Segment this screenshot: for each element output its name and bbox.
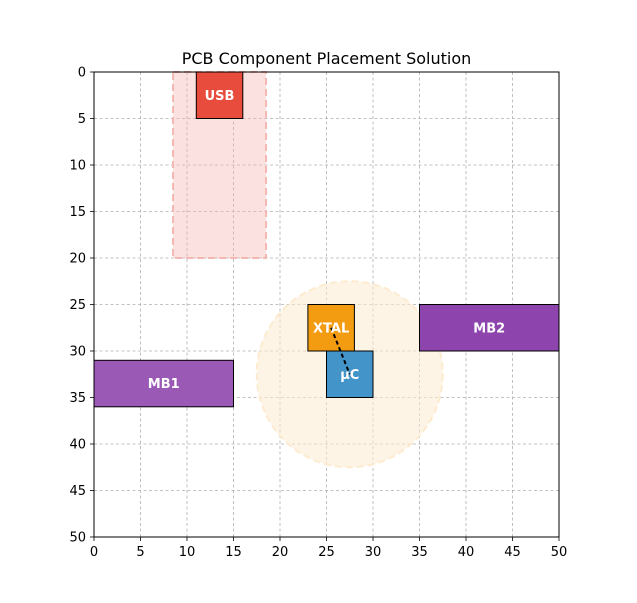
y-tick-label: 35 bbox=[69, 391, 86, 406]
component-label-mb1: MB1 bbox=[148, 377, 180, 392]
x-tick-label: 45 bbox=[504, 545, 521, 560]
x-tick-label: 25 bbox=[318, 545, 335, 560]
component-labels: USB XTAL μC MB1 MB2 bbox=[148, 89, 505, 392]
y-tick-label: 15 bbox=[69, 205, 86, 220]
component-label-xtal: XTAL bbox=[313, 321, 349, 336]
connection-xtal-uc bbox=[330, 327, 351, 375]
y-tick-label: 30 bbox=[69, 345, 86, 360]
y-tick-label: 25 bbox=[69, 298, 86, 313]
y-tick-label: 5 bbox=[78, 112, 86, 127]
chart-title: PCB Component Placement Solution bbox=[182, 49, 472, 68]
y-tick-label: 50 bbox=[69, 531, 86, 546]
y-tick-label: 10 bbox=[69, 159, 86, 174]
x-tick-label: 0 bbox=[90, 545, 98, 560]
x-tick-label: 40 bbox=[458, 545, 475, 560]
component-mb1 bbox=[93, 359, 234, 408]
component-label-mb2: MB2 bbox=[473, 321, 505, 336]
x-tick-label: 35 bbox=[411, 545, 428, 560]
x-tick-label: 30 bbox=[365, 545, 382, 560]
y-tick-label: 0 bbox=[78, 66, 86, 81]
y-tick-label: 20 bbox=[69, 252, 86, 267]
component-label-uc: μC bbox=[340, 368, 359, 383]
y-tick-label: 45 bbox=[69, 484, 86, 499]
component-mb2 bbox=[419, 304, 560, 352]
x-tick-label: 50 bbox=[551, 545, 568, 560]
component-usb bbox=[195, 71, 244, 119]
axis-ticks: 0 5 10 15 20 25 30 35 40 45 50 0 5 10 15 20 25 30 35 40 45 50 bbox=[69, 66, 567, 561]
x-tick-label: 5 bbox=[136, 545, 144, 560]
x-tick-label: 15 bbox=[225, 545, 242, 560]
y-tick-label: 40 bbox=[69, 438, 86, 453]
components bbox=[93, 71, 560, 408]
connections bbox=[330, 327, 351, 375]
x-tick-label: 10 bbox=[179, 545, 196, 560]
x-tick-label: 20 bbox=[272, 545, 289, 560]
component-label-usb: USB bbox=[205, 89, 235, 104]
